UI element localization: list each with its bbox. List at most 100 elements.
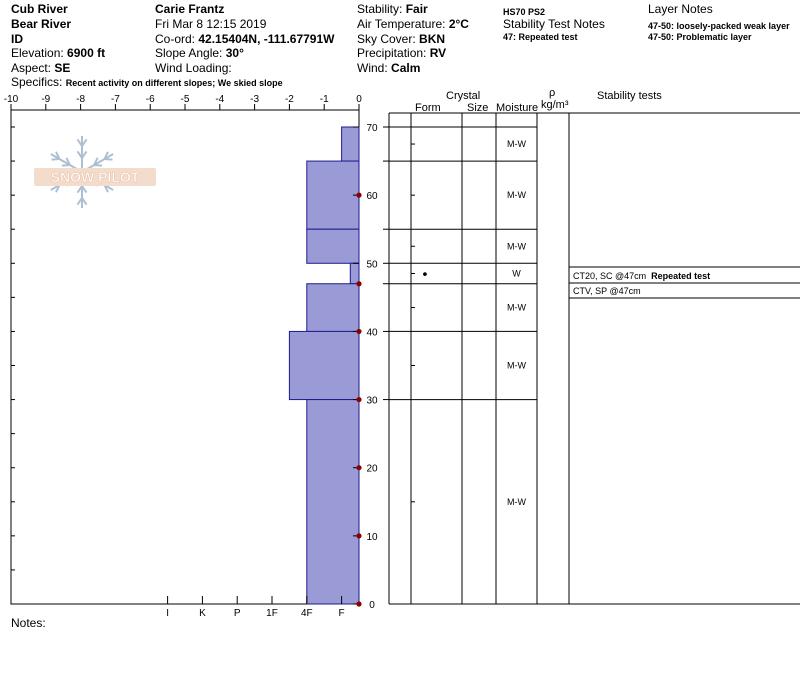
temp-tick-label: -7 xyxy=(111,94,120,105)
sky-cover: Sky Cover: BKN xyxy=(357,32,445,46)
flake-branch xyxy=(81,185,88,194)
elevation-label: Elevation: xyxy=(11,46,64,60)
moisture-value: W xyxy=(512,269,521,279)
air-temperature: Air Temperature: 2°C xyxy=(357,17,469,31)
observer-name: Carie Frantz xyxy=(155,2,225,16)
stability-test-text: CTV, SP @47cm xyxy=(573,286,641,296)
air-temp-label: Air Temperature: xyxy=(357,17,446,31)
flake-branch xyxy=(81,150,88,159)
layer-table: M-W M-W M-W W • M-W M-W M-W CT20, SC @47cm Repeat… xyxy=(383,112,800,605)
temp-tick-label: -3 xyxy=(250,94,259,105)
hardness-tick-label: P xyxy=(234,608,241,619)
hardness-tick-label: 1F xyxy=(266,608,278,619)
column-header-moisture: Moisture xyxy=(496,102,539,114)
column-header-crystal: Crystal xyxy=(446,90,481,102)
wind-loading: Wind Loading: xyxy=(155,61,232,75)
wind: Wind: Calm xyxy=(357,61,420,75)
stability: Stability: Fair xyxy=(357,2,428,16)
elevation: Elevation: 6900 ft xyxy=(11,46,105,60)
temperature-point xyxy=(356,465,362,471)
hardness-bar xyxy=(341,126,360,162)
hs-code: HS70 PS2 xyxy=(503,7,546,17)
wind-value: Calm xyxy=(391,61,421,75)
temperature-point xyxy=(356,396,362,403)
state-name: ID xyxy=(11,32,23,46)
flake-branch xyxy=(76,197,83,206)
aspect: Aspect: SE xyxy=(11,61,70,75)
grain-form-symbol: • xyxy=(423,266,428,282)
stability-notes-title: Stability Test Notes xyxy=(503,17,605,31)
layer-note: 47-50: loosely-packed weak layer xyxy=(648,21,790,31)
height-tick-label: 0 xyxy=(369,600,375,611)
flake-branch xyxy=(81,197,88,206)
hardness-tick-label: 4F xyxy=(301,608,313,619)
temp-tick-label: -1 xyxy=(320,94,329,105)
height-tick-label: 70 xyxy=(366,123,378,134)
flake-branch xyxy=(103,184,109,193)
coord-label: Co-ord: xyxy=(155,32,196,46)
temperature-point xyxy=(356,601,362,607)
logo-text: SNOW PILOT xyxy=(51,169,140,185)
flake-branch xyxy=(104,158,113,161)
flake-branch xyxy=(103,151,109,160)
flake-branch xyxy=(94,164,103,167)
column-header-stability-tests: Stability tests xyxy=(597,90,662,102)
flake-branch xyxy=(55,151,61,160)
column-header-density: kg/m³ xyxy=(541,99,569,111)
moisture-value: M-W xyxy=(507,303,526,313)
temperature-point xyxy=(356,281,362,287)
height-tick-label: 10 xyxy=(366,532,378,543)
stability-value: Fair xyxy=(405,2,428,16)
range-name: Bear River xyxy=(11,17,72,31)
specifics-label: Specifics: xyxy=(11,75,63,89)
flake-branch xyxy=(93,157,99,166)
logo-banner xyxy=(34,168,156,186)
stability-label: Stability: xyxy=(357,2,403,16)
height-tick-label: 20 xyxy=(366,464,378,475)
flake-branch xyxy=(76,185,83,194)
slope-angle: Slope Angle: 30° xyxy=(155,46,244,60)
specifics-value: Recent activity on different slopes; We … xyxy=(65,78,283,88)
moisture-value: M-W xyxy=(507,497,526,507)
stability-test-text: CT20, SC @47cm xyxy=(573,271,646,281)
column-header-size: Size xyxy=(467,102,489,114)
flake-branch xyxy=(81,138,88,147)
temperature-point xyxy=(356,328,362,335)
precipitation: Precipitation: RV xyxy=(357,46,446,60)
temp-tick-label: 0 xyxy=(356,94,362,105)
temp-tick-label: -2 xyxy=(285,94,294,105)
aspect-value: SE xyxy=(54,61,71,75)
temperature-point xyxy=(356,192,362,198)
precip-value: RV xyxy=(429,46,447,60)
hardness-bar xyxy=(306,160,360,230)
stability-note: 47: Repeated test xyxy=(503,32,578,42)
specifics: Specifics: Recent activity on different … xyxy=(11,75,283,90)
height-tick-label: 50 xyxy=(366,259,378,270)
flake-branch xyxy=(55,184,61,193)
hardness-bar xyxy=(288,330,360,401)
hardness-tick-label: I xyxy=(166,608,169,619)
location-name: Cub River xyxy=(11,2,68,16)
precip-label: Precipitation: xyxy=(357,46,427,60)
hardness-tick-label: F xyxy=(339,608,345,619)
height-tick-label: 30 xyxy=(366,396,378,407)
temp-tick-label: -5 xyxy=(181,94,190,105)
hardness-bar xyxy=(349,262,360,285)
sky-value: BKN xyxy=(419,32,446,46)
temp-tick-label: -4 xyxy=(215,94,224,105)
sky-label: Sky Cover: xyxy=(357,32,416,46)
hardness-bar xyxy=(306,399,360,605)
elevation-value: 6900 ft xyxy=(67,46,106,60)
observation-datetime: Fri Mar 8 12:15 2019 xyxy=(155,17,267,31)
height-tick-label: 40 xyxy=(366,327,378,338)
hardness-bar xyxy=(306,283,360,332)
air-temp-value: 2°C xyxy=(448,17,469,31)
flake-branch xyxy=(76,150,83,159)
temp-tick-label: -10 xyxy=(4,94,19,105)
moisture-value: M-W xyxy=(507,241,526,251)
temp-tick-label: -9 xyxy=(41,94,50,105)
flake-branch xyxy=(76,138,83,147)
moisture-value: M-W xyxy=(507,190,526,200)
